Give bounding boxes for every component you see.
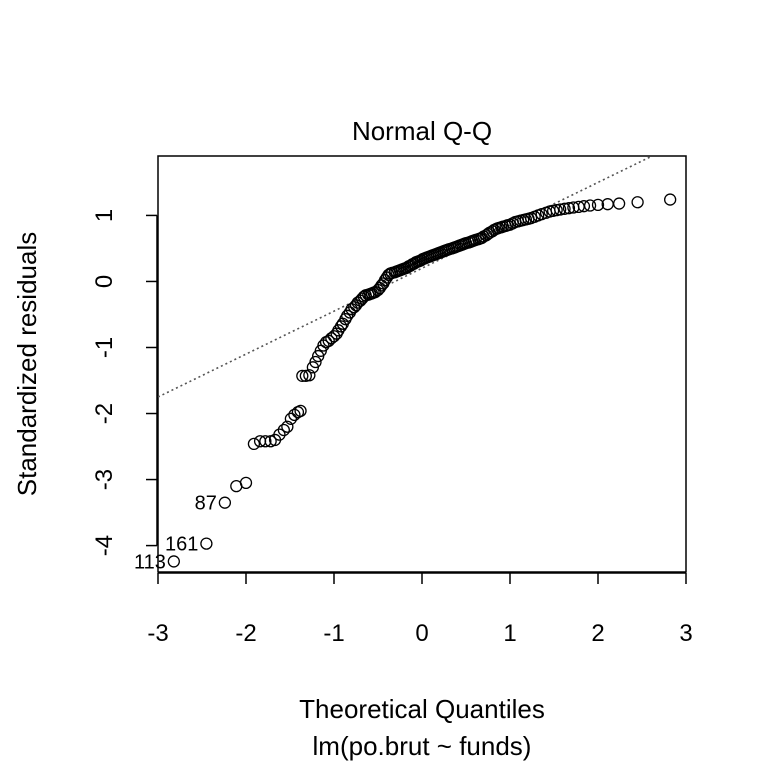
data-point <box>558 202 571 215</box>
data-point <box>309 355 322 369</box>
chart-subtitle: lm(po.brut ~ funds) <box>313 731 532 761</box>
data-point <box>303 369 316 382</box>
y-tick-label: 1 <box>91 209 118 222</box>
data-point <box>664 193 677 206</box>
data-point <box>284 412 298 425</box>
data-point <box>341 309 354 322</box>
data-point <box>591 198 605 212</box>
data-point <box>583 199 597 212</box>
y-tick-label: -1 <box>91 337 118 358</box>
data-point <box>554 203 567 216</box>
y-tick-label: -4 <box>91 535 118 556</box>
point-label: 87 <box>195 493 217 515</box>
x-axis-label: Theoretical Quantiles <box>299 694 545 724</box>
data-point <box>631 196 644 209</box>
reference-line <box>157 155 652 398</box>
y-axis: -4 -3 -2 -1 0 1 <box>91 209 158 556</box>
data-point <box>612 197 626 210</box>
data-point <box>349 299 363 312</box>
x-tick-label: 3 <box>679 620 692 647</box>
data-point <box>369 285 382 299</box>
x-tick-label: -2 <box>235 620 256 647</box>
x-tick-label: 1 <box>503 620 516 647</box>
data-point <box>562 202 576 215</box>
data-point <box>167 555 180 568</box>
data-point <box>288 408 301 421</box>
y-tick-label: -2 <box>91 403 118 424</box>
data-point <box>239 476 253 490</box>
data-point <box>247 437 261 451</box>
point-label: 113 <box>134 551 166 573</box>
point-label: 161 <box>165 534 198 556</box>
data-point <box>577 200 591 213</box>
x-tick-label: 2 <box>591 620 604 647</box>
y-axis-label: Standardized residuals <box>12 232 42 497</box>
y-tick-label: -3 <box>91 469 118 490</box>
data-point <box>334 320 348 333</box>
data-point <box>273 428 286 441</box>
data-point <box>281 420 294 433</box>
x-tick-label: 0 <box>415 620 428 647</box>
x-axis: -3 -2 -1 0 1 2 3 <box>147 572 693 647</box>
data-point <box>345 303 358 316</box>
data-point <box>294 404 307 418</box>
y-tick-label: 0 <box>91 275 118 288</box>
data-point <box>200 537 213 550</box>
x-tick-label: -3 <box>147 620 168 647</box>
x-tick-label: -1 <box>323 620 344 647</box>
data-point <box>296 369 309 383</box>
data-point <box>218 496 232 509</box>
data-point <box>277 423 290 437</box>
data-point <box>259 435 272 448</box>
data-points <box>167 193 677 568</box>
chart-title: Normal Q-Q <box>352 116 492 146</box>
plot-frame <box>157 155 687 573</box>
